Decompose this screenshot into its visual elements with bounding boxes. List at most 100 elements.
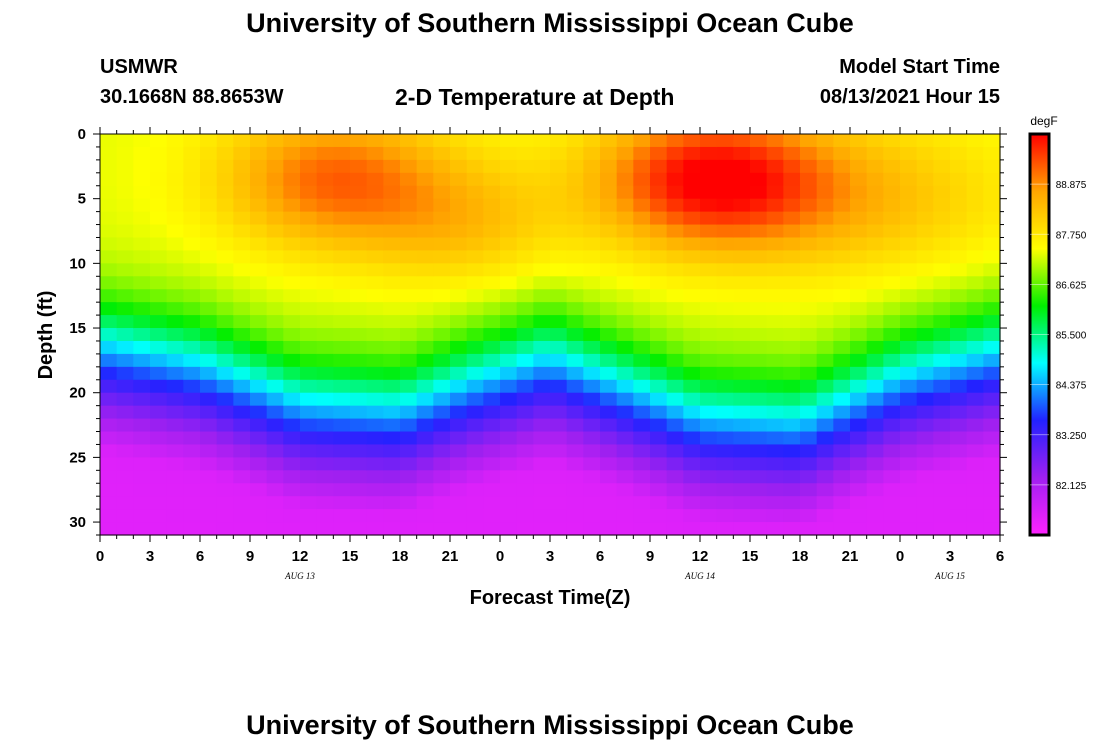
heatmap-cell [866,263,884,277]
heatmap-cell [933,263,951,277]
heatmap-cell [450,379,468,394]
heatmap-cell [833,470,851,484]
heatmap-cell [450,302,468,316]
heatmap-cell [900,159,918,174]
heatmap-cell [183,276,201,290]
heatmap-cell [100,509,118,523]
heatmap-cell [166,263,184,277]
heatmap-cell [733,392,751,407]
heatmap-cell [716,431,734,446]
heatmap-cell [216,198,234,213]
heatmap-cell [466,353,484,368]
heatmap-cell [133,431,151,446]
heatmap-cell [650,496,668,510]
heatmap-cell [400,366,418,381]
heatmap-cell [200,263,218,277]
heatmap-cell [266,328,284,342]
heatmap-cell [100,315,118,329]
heatmap-cell [950,392,968,407]
heatmap-cell [216,134,234,148]
heatmap-cell [750,457,768,471]
heatmap-cell [200,405,218,420]
heatmap-cell [466,340,484,355]
heatmap-cell [750,392,768,407]
heatmap-cell [100,431,118,446]
heatmap-cell [416,172,434,187]
heatmap-cell [983,146,1001,161]
heatmap-cell [416,134,434,148]
heatmap-cell [433,509,451,523]
heatmap-cell [733,237,751,252]
heatmap-cell [350,159,368,174]
heatmap-cell [650,159,668,174]
heatmap-cell [583,315,601,329]
heatmap-cell [900,134,918,148]
heatmap-cell [600,302,618,316]
heatmap-cell [300,353,318,368]
heatmap-cell [433,185,451,200]
heatmap-cell [416,159,434,174]
heatmap-cell [816,366,834,381]
heatmap-cell [466,392,484,407]
heatmap-cell [750,250,768,264]
heatmap-cell [966,185,984,200]
heatmap-cell [216,418,234,433]
heatmap-cell [250,276,268,290]
heatmap-cell [850,340,868,355]
heatmap-cell [600,340,618,355]
heatmap-cell [233,146,251,161]
heatmap-cell [616,470,634,484]
heatmap-cell [483,315,501,329]
heatmap-cell [883,146,901,161]
heatmap-cell [116,302,134,316]
heatmap-cell [816,328,834,342]
heatmap-cell [533,418,551,433]
heatmap-cell [266,263,284,277]
heatmap-cell [666,366,684,381]
heatmap-cell [533,250,551,264]
heatmap-cell [816,302,834,316]
heatmap-cell [183,198,201,213]
heatmap-cell [683,392,701,407]
heatmap-cell [783,237,801,252]
heatmap-cell [950,198,968,213]
heatmap-cell [966,379,984,394]
heatmap-cell [850,418,868,433]
heatmap-cell [483,159,501,174]
heatmap-cell [216,172,234,187]
heatmap-cell [383,159,401,174]
heatmap-cell [350,340,368,355]
heatmap-cell [516,470,534,484]
heatmap-cell [983,392,1001,407]
heatmap-cell [166,444,184,458]
heatmap-cell [633,172,651,187]
heatmap-cell [900,522,918,536]
heatmap-cell [766,198,784,213]
heatmap-cell [916,289,934,303]
heatmap-cell [116,457,134,471]
heatmap-cell [566,496,584,510]
heatmap-cell [450,315,468,329]
heatmap-cell [816,353,834,368]
heatmap-cell [333,353,351,368]
heatmap-cell [166,509,184,523]
heatmap-cell [333,263,351,277]
heatmap-cell [500,276,518,290]
heatmap-cell [716,379,734,394]
heatmap-cell [900,418,918,433]
heatmap-cell [933,250,951,264]
heatmap-cell [700,418,718,433]
heatmap-cell [233,457,251,471]
heatmap-cell [883,289,901,303]
heatmap-cell [500,444,518,458]
heatmap-cell [516,237,534,252]
page-title: University of Southern Mississippi Ocean… [246,8,854,38]
heatmap-cell [333,418,351,433]
heatmap-cell [150,353,168,368]
heatmap-cell [650,470,668,484]
heatmap-cell [800,444,818,458]
heatmap-cell [516,185,534,200]
heatmap-cell [850,405,868,420]
heatmap-cell [433,276,451,290]
heatmap-cell [533,457,551,471]
